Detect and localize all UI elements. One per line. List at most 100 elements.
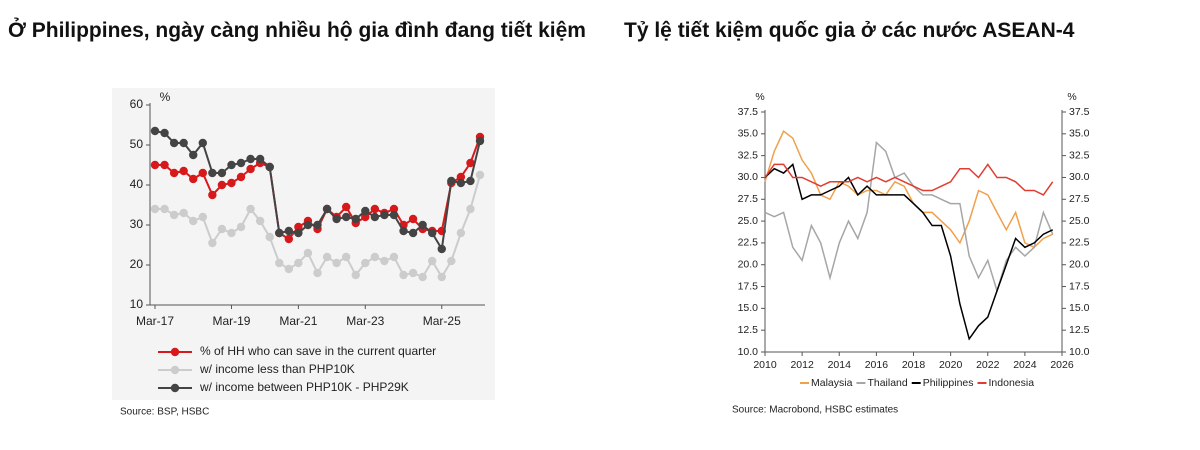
- data-point: [208, 168, 217, 178]
- y-tick-label: 22.5: [738, 237, 759, 249]
- y-tick-label: 10: [130, 297, 144, 311]
- data-point: [284, 264, 294, 274]
- source-note: Source: Macrobond, HSBC estimates: [732, 405, 898, 416]
- legend-label: Indonesia: [989, 377, 1035, 389]
- chart-title: Ở Philippines, ngày càng nhiều hộ gia đì…: [8, 19, 586, 42]
- data-point: [208, 190, 217, 200]
- data-point: [418, 272, 427, 282]
- data-point: [322, 252, 332, 262]
- data-point: [380, 210, 389, 220]
- y2-tick-label: 25.0: [1069, 215, 1090, 227]
- data-point: [370, 252, 380, 262]
- source-note: Source: BSP, HSBC: [120, 407, 209, 418]
- series-line: [764, 140, 1054, 294]
- data-point: [236, 222, 246, 232]
- data-point: [351, 270, 360, 280]
- data-point: [198, 168, 207, 178]
- y-tick-label: 27.5: [738, 193, 759, 205]
- data-point: [236, 172, 246, 182]
- series-line: [764, 163, 1054, 196]
- legend-label: Malaysia: [811, 377, 853, 389]
- data-point: [389, 252, 399, 262]
- data-point: [370, 204, 380, 214]
- data-point: [150, 204, 160, 214]
- data-point: [189, 216, 198, 226]
- legend-marker: [170, 383, 180, 393]
- legend-label: % of HH who can save in the current quar…: [200, 344, 436, 358]
- data-point: [217, 224, 227, 234]
- x-tick-label: 2012: [790, 359, 814, 371]
- y-tick-label: 15.0: [738, 302, 759, 314]
- y2-tick-label: 30.0: [1069, 171, 1090, 183]
- data-point: [179, 138, 188, 148]
- legend-label: w/ income between PHP10K - PHP29K: [199, 380, 409, 394]
- data-point: [150, 160, 160, 170]
- data-point: [255, 154, 265, 164]
- data-point: [322, 204, 332, 214]
- y2-tick-label: 37.5: [1069, 106, 1090, 118]
- data-point: [399, 226, 408, 236]
- data-point: [169, 138, 179, 148]
- legend-marker: [170, 365, 180, 375]
- data-point: [169, 210, 179, 220]
- legend-marker: [170, 347, 180, 357]
- y2-tick-label: 35.0: [1069, 128, 1090, 140]
- data-point: [294, 222, 303, 232]
- data-point: [428, 256, 437, 266]
- data-point: [284, 234, 294, 244]
- data-point: [408, 268, 418, 278]
- data-point: [160, 204, 169, 214]
- x-tick-label: 2014: [828, 359, 852, 371]
- data-point: [303, 248, 313, 258]
- data-point: [437, 244, 446, 254]
- data-point: [361, 206, 370, 216]
- y2-tick-label: 17.5: [1069, 280, 1090, 292]
- data-point: [246, 164, 255, 174]
- x-tick-label: 2026: [1050, 359, 1074, 371]
- data-point: [466, 204, 475, 214]
- data-point: [313, 268, 322, 278]
- x-tick-label: 2020: [939, 359, 963, 371]
- y-tick-label: 37.5: [738, 106, 759, 118]
- data-point: [217, 180, 227, 190]
- data-point: [275, 258, 284, 268]
- data-point: [275, 228, 284, 238]
- data-point: [447, 176, 456, 186]
- y-tick-label: 60: [130, 97, 144, 111]
- data-point: [227, 228, 236, 238]
- data-point: [341, 202, 351, 212]
- data-point: [160, 160, 169, 170]
- data-point: [389, 210, 399, 220]
- y-tick-label: 12.5: [738, 324, 759, 336]
- legend-label: Philippines: [923, 377, 974, 389]
- data-point: [198, 212, 207, 222]
- data-point: [370, 212, 380, 222]
- data-point: [189, 174, 198, 184]
- data-point: [179, 208, 188, 218]
- y-tick-label: 30.0: [738, 171, 759, 183]
- data-point: [351, 214, 360, 224]
- data-point: [341, 212, 351, 222]
- legend-label: w/ income less than PHP10K: [199, 362, 355, 376]
- y-tick-label: 25.0: [738, 215, 759, 227]
- data-point: [246, 154, 255, 164]
- x-tick-label: Mar-17: [136, 314, 174, 328]
- data-point: [332, 258, 341, 268]
- x-tick-label: Mar-23: [346, 314, 384, 328]
- y-unit: %: [755, 91, 764, 103]
- data-point: [408, 214, 418, 224]
- legend-label: Thailand: [867, 377, 907, 389]
- data-point: [265, 232, 274, 242]
- data-point: [341, 252, 351, 262]
- data-point: [313, 220, 322, 230]
- data-point: [456, 228, 466, 238]
- y-tick-label: 20: [130, 257, 144, 271]
- data-point: [332, 214, 341, 224]
- chart-title: Tỷ lệ tiết kiệm quốc gia ở các nước ASEA…: [624, 19, 1075, 42]
- y2-unit: %: [1067, 91, 1076, 103]
- y-tick-label: 10.0: [738, 346, 759, 358]
- data-point: [447, 256, 456, 266]
- y2-tick-label: 27.5: [1069, 193, 1090, 205]
- data-point: [456, 178, 466, 188]
- data-point: [361, 212, 370, 222]
